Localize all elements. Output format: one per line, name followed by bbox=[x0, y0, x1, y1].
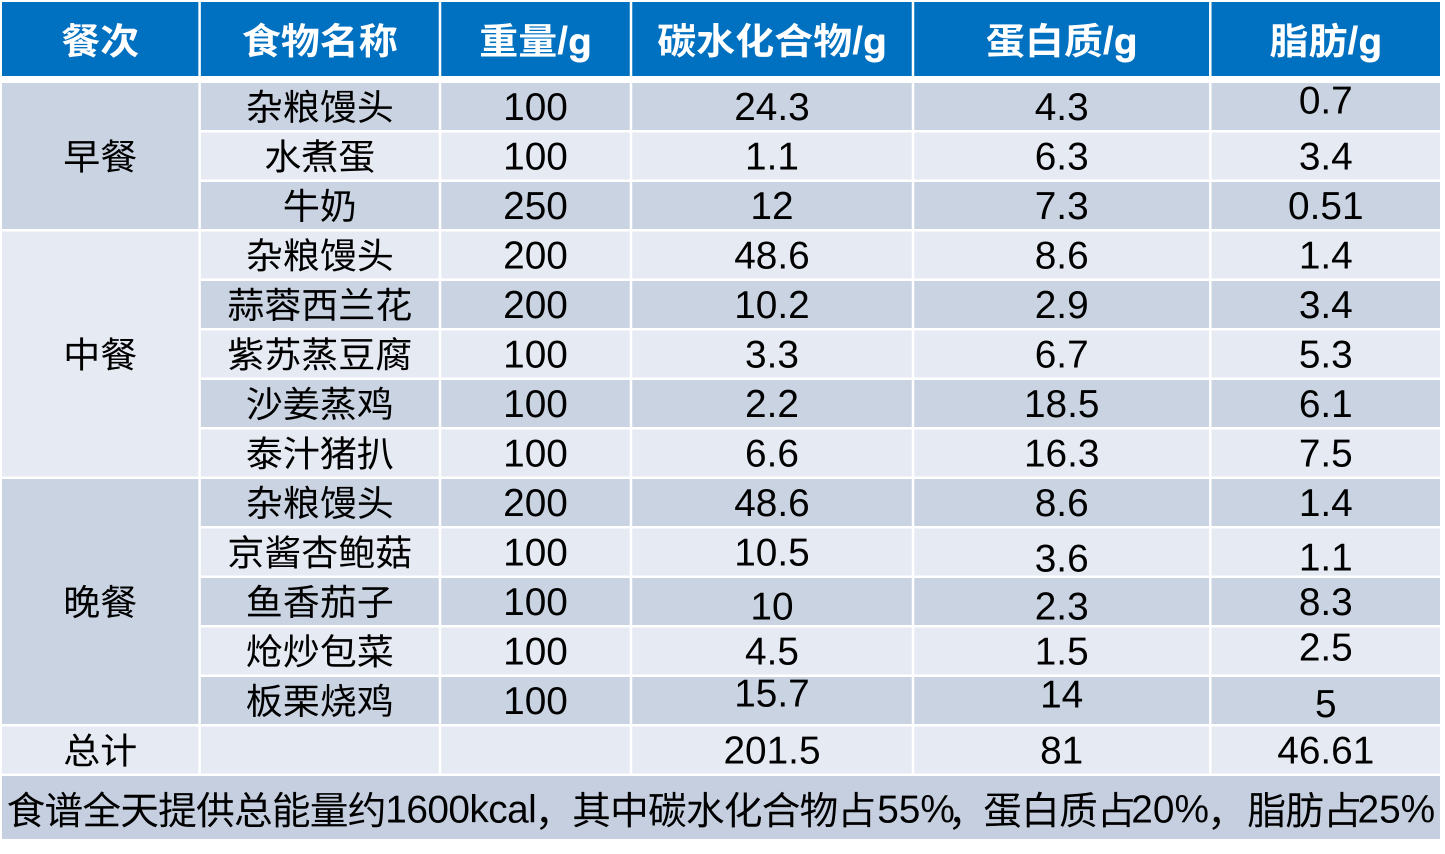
svg-text:1.1: 1.1 bbox=[745, 135, 799, 178]
svg-text:1.4: 1.4 bbox=[1299, 482, 1353, 525]
svg-text:3.3: 3.3 bbox=[745, 333, 799, 376]
svg-text:2.5: 2.5 bbox=[1299, 626, 1353, 669]
svg-text:16.3: 16.3 bbox=[1024, 432, 1100, 475]
svg-text:6.1: 6.1 bbox=[1299, 383, 1353, 426]
svg-text:100: 100 bbox=[503, 86, 568, 129]
svg-text:46.61: 46.61 bbox=[1277, 729, 1374, 772]
svg-text:3.4: 3.4 bbox=[1299, 135, 1353, 178]
svg-text:100: 100 bbox=[503, 383, 568, 426]
svg-text:250: 250 bbox=[503, 185, 568, 228]
svg-text:7.5: 7.5 bbox=[1299, 432, 1353, 475]
svg-text:100: 100 bbox=[503, 135, 568, 178]
svg-text:24.3: 24.3 bbox=[734, 86, 810, 129]
svg-text:100: 100 bbox=[503, 630, 568, 673]
svg-text:200: 200 bbox=[503, 482, 568, 525]
svg-text:20%: 20% bbox=[1131, 788, 1209, 831]
svg-text:14: 14 bbox=[1040, 674, 1083, 717]
svg-text:10: 10 bbox=[750, 586, 793, 629]
svg-text:2.3: 2.3 bbox=[1035, 586, 1089, 629]
svg-text:1.4: 1.4 bbox=[1299, 234, 1353, 277]
svg-text:100: 100 bbox=[503, 680, 568, 723]
svg-text:8.6: 8.6 bbox=[1035, 234, 1089, 277]
svg-text:5: 5 bbox=[1315, 683, 1337, 726]
svg-text:201.5: 201.5 bbox=[723, 729, 820, 772]
svg-text:200: 200 bbox=[503, 284, 568, 327]
svg-text:5.3: 5.3 bbox=[1299, 333, 1353, 376]
svg-text:1600kcal: 1600kcal bbox=[385, 788, 536, 831]
svg-text:10.2: 10.2 bbox=[734, 284, 810, 327]
svg-text:/: / bbox=[1348, 20, 1359, 63]
svg-text:/: / bbox=[557, 20, 568, 63]
svg-text:6.6: 6.6 bbox=[745, 432, 799, 475]
svg-text:48.6: 48.6 bbox=[734, 482, 810, 525]
svg-text:12: 12 bbox=[750, 185, 793, 228]
svg-text:25%: 25% bbox=[1358, 788, 1436, 831]
svg-text:48.6: 48.6 bbox=[734, 234, 810, 277]
svg-text:1.5: 1.5 bbox=[1035, 630, 1089, 673]
svg-text:0.7: 0.7 bbox=[1299, 79, 1353, 122]
svg-text:100: 100 bbox=[503, 333, 568, 376]
svg-text:0.51: 0.51 bbox=[1288, 185, 1364, 228]
svg-text:200: 200 bbox=[503, 234, 568, 277]
svg-text:/: / bbox=[1103, 20, 1114, 63]
svg-text:100: 100 bbox=[503, 581, 568, 624]
svg-text:6.3: 6.3 bbox=[1035, 135, 1089, 178]
svg-text:2.2: 2.2 bbox=[745, 383, 799, 426]
svg-text:7.3: 7.3 bbox=[1035, 185, 1089, 228]
svg-text:15.7: 15.7 bbox=[734, 673, 810, 716]
svg-text:55%: 55% bbox=[877, 788, 955, 831]
svg-text:4.3: 4.3 bbox=[1035, 86, 1089, 129]
svg-text:1.1: 1.1 bbox=[1299, 536, 1353, 579]
svg-text:/: / bbox=[852, 20, 863, 63]
svg-text:6.7: 6.7 bbox=[1035, 333, 1089, 376]
svg-text:2.9: 2.9 bbox=[1035, 284, 1089, 327]
svg-text:3.6: 3.6 bbox=[1035, 537, 1089, 580]
svg-text:18.5: 18.5 bbox=[1024, 383, 1100, 426]
svg-text:3.4: 3.4 bbox=[1299, 284, 1353, 327]
svg-text:8.6: 8.6 bbox=[1035, 482, 1089, 525]
svg-text:4.5: 4.5 bbox=[745, 630, 799, 673]
svg-text:8.3: 8.3 bbox=[1299, 581, 1353, 624]
svg-text:100: 100 bbox=[503, 432, 568, 475]
svg-text:10.5: 10.5 bbox=[734, 531, 810, 574]
svg-text:81: 81 bbox=[1040, 729, 1083, 772]
svg-text:100: 100 bbox=[503, 531, 568, 574]
